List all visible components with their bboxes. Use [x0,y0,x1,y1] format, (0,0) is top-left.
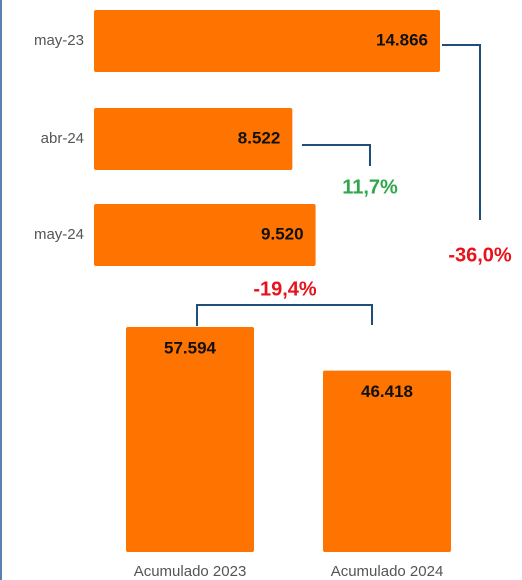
value-label: 46.418 [361,382,413,401]
annotation: -36,0% [448,244,512,266]
annotation: -19,4% [253,278,317,300]
value-label: 9.520 [261,224,304,243]
value-label: 8.522 [238,128,281,147]
category-label: Acumulado 2024 [331,563,444,580]
bar [94,108,293,170]
annotation: 11,7% [342,176,398,198]
connector [442,44,481,220]
bar [94,204,316,266]
connector [302,144,371,166]
value-label: 57.594 [164,338,217,357]
bar [94,10,440,72]
bar [126,327,254,552]
category-label: may-24 [34,226,84,243]
value-label: 14.866 [376,30,428,49]
connector [196,304,373,326]
category-label: abr-24 [41,130,84,147]
category-label: Acumulado 2023 [134,563,247,580]
category-label: may-23 [34,32,84,49]
bar [323,370,451,552]
